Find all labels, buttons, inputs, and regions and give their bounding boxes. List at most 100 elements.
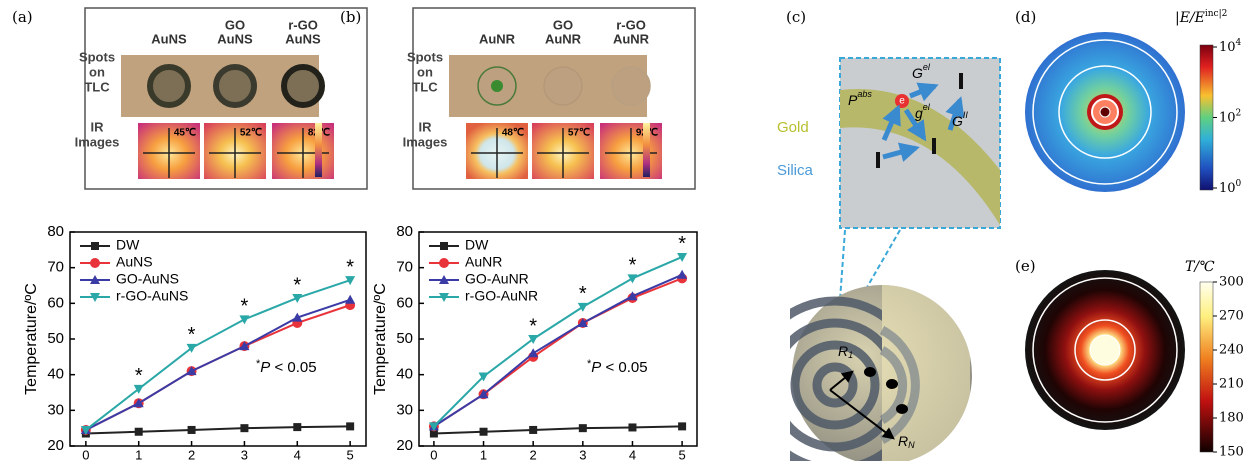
annotation-part: P <box>260 359 270 376</box>
x-tick-label: 4 <box>294 447 301 461</box>
colorbar-tick-label: 102 <box>1219 108 1241 125</box>
annotation-part: < 0.05 <box>601 359 647 376</box>
data-point <box>677 270 687 279</box>
data-point <box>346 422 354 430</box>
legend-marker <box>91 242 99 250</box>
data-point <box>529 426 537 434</box>
core <box>1100 107 1110 117</box>
radius-sub: N <box>908 440 915 450</box>
symbol-sup: el <box>923 62 931 72</box>
y-tick-label: 20 <box>47 437 64 454</box>
column-label: GO <box>553 17 573 32</box>
colorbar-label-sup: inc|2 <box>1205 9 1227 19</box>
ir-temperature: 45℃ <box>174 128 196 139</box>
x-tick-label: 5 <box>347 447 354 461</box>
x-tick-label: 5 <box>678 447 685 461</box>
figure: (a)AuNSGOAuNSr-GOAuNS45℃52℃82℃SpotsonTLC… <box>0 0 1254 461</box>
x-tick-label: 3 <box>579 447 586 461</box>
radius-sub: 1 <box>848 350 853 360</box>
colorbar-label-main: |E/E <box>1175 10 1205 26</box>
significance-mark: * <box>293 274 301 296</box>
row-label: Images <box>75 134 120 149</box>
series-line <box>86 426 350 433</box>
x-tick-label: 2 <box>188 447 195 461</box>
tlc-spot-core <box>491 80 503 92</box>
row-label: IR <box>419 119 433 134</box>
ir-temperature: 52℃ <box>240 128 262 139</box>
colorbar-tick-label: 240 <box>1219 343 1244 358</box>
data-point <box>240 424 248 432</box>
colorbar-tick-label: 104 <box>1219 38 1242 55</box>
row-label: TLC <box>84 79 110 94</box>
y-tick-label: 20 <box>396 437 413 454</box>
x-tick-label: 0 <box>82 447 89 461</box>
tick-base: 10 <box>1219 110 1236 125</box>
annotation-part: < 0.05 <box>270 359 316 376</box>
significance-mark: * <box>529 315 537 337</box>
y-tick-label: 50 <box>47 330 64 347</box>
row-label: TLC <box>412 79 438 94</box>
core <box>1090 335 1120 365</box>
legend-label: GO-AuNS <box>116 271 179 287</box>
ir-colorbar <box>315 123 322 177</box>
tlc-spot <box>284 67 322 105</box>
legend-marker <box>90 258 100 268</box>
data-point <box>188 426 196 434</box>
tlc-spot <box>216 67 254 105</box>
annotation-part: P <box>591 359 601 376</box>
symbol-main: G <box>952 113 963 129</box>
row-label: IR <box>91 119 105 134</box>
legend-label: DW <box>116 237 140 253</box>
legend-marker <box>439 258 449 268</box>
series-line <box>434 426 682 433</box>
legend-label: GO-AuNR <box>465 271 529 287</box>
y-tick-label: 80 <box>396 223 413 240</box>
panel-label: (d) <box>1015 8 1036 26</box>
panel-label: (e) <box>1015 257 1036 275</box>
colorbar-tick-label: 210 <box>1219 377 1244 392</box>
panel-c: (c) e Pabs Gel gel GII Gold Silica R1 RN <box>751 8 1000 461</box>
y-tick-label: 30 <box>47 401 64 418</box>
data-point <box>293 423 301 431</box>
symbol-sup: el <box>923 102 931 112</box>
legend-label: r-GO-AuNR <box>465 288 538 304</box>
significance-mark: * <box>135 365 143 387</box>
significance-mark: * <box>678 233 686 255</box>
y-axis-label: Temperature/ºC <box>23 283 40 395</box>
y-tick-label: 70 <box>47 259 64 276</box>
data-point <box>678 422 686 430</box>
y-tick-label: 70 <box>396 259 413 276</box>
data-point <box>480 428 488 436</box>
x-tick-label: 2 <box>530 447 537 461</box>
significance-mark: * <box>346 256 354 278</box>
electron-label: e <box>899 96 905 107</box>
y-axis-label: Temperature/ºC <box>372 283 389 395</box>
column-label: AuNS <box>217 31 253 46</box>
y-tick-label: 40 <box>396 366 413 383</box>
symbol-sup: II <box>963 110 969 120</box>
legend-label: r-GO-AuNS <box>116 288 188 304</box>
x-tick-label: 1 <box>480 447 487 461</box>
colorbar-label: |E/Einc|2 <box>1175 9 1227 27</box>
colorbar-tick-label: 300 <box>1219 275 1244 290</box>
panel-label: (a) <box>12 8 33 26</box>
significance-mark: * <box>579 283 587 305</box>
row-label: on <box>417 64 433 79</box>
x-tick-label: 3 <box>241 447 248 461</box>
tick-base: 10 <box>1219 40 1236 55</box>
connector <box>840 230 845 300</box>
legend-label: AuNS <box>116 254 153 270</box>
ir-temperature: 48℃ <box>502 128 524 139</box>
charts: 20304050607080012345Irradiation time/min… <box>23 223 697 461</box>
radius-main: R <box>898 433 908 449</box>
y-tick-label: 80 <box>47 223 64 240</box>
y-tick-label: 50 <box>396 330 413 347</box>
significance-mark: * <box>188 324 196 346</box>
colorbar-label: T/℃ <box>1185 259 1215 275</box>
panel-label: (c) <box>786 8 806 26</box>
row-label: Spots <box>79 49 115 64</box>
colorbar <box>1200 45 1213 190</box>
y-tick-label: 40 <box>47 366 64 383</box>
y-tick-label: 60 <box>47 294 64 311</box>
tlc-spot <box>150 67 188 105</box>
